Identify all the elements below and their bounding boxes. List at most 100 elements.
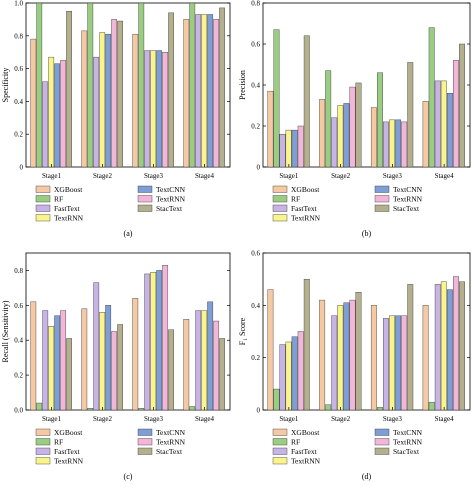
panel-caption: (b) xyxy=(362,229,372,238)
bar-xgboost-stage1 xyxy=(267,90,274,168)
bar-xgboost-stage4 xyxy=(422,305,429,411)
y-tick-label: 0.6 xyxy=(14,302,23,310)
bar-xgboost-stage4 xyxy=(422,101,429,168)
bar-rf-stage3 xyxy=(138,408,145,411)
x-tick-label: Stage2 xyxy=(331,172,351,180)
bar-textcnn-stage4 xyxy=(207,14,214,168)
bar-fasttext-stage3 xyxy=(383,121,389,168)
legend-swatch-textcnn xyxy=(374,428,390,436)
bar-xgboost-stage4 xyxy=(183,19,190,168)
legend-label-xgboost: XGBoost xyxy=(54,428,83,437)
legend-swatch-textrnn xyxy=(137,195,153,203)
bar-textrnn-stage2 xyxy=(349,299,356,411)
bar-stactext-stage1 xyxy=(66,338,73,411)
y-tick-label: 0.4 xyxy=(251,82,260,90)
x-tick-label: Stage1 xyxy=(279,172,299,180)
bar-textrnn-stage3 xyxy=(162,52,169,168)
bar-xgboost-stage2 xyxy=(319,299,326,411)
legend-label-textrnn: TextRNN xyxy=(291,457,321,466)
bar-textcnn-stage2 xyxy=(343,103,350,168)
y-tick-label: 0.6 xyxy=(251,41,260,49)
panel-caption: (c) xyxy=(124,472,133,481)
legend-swatch-xgboost xyxy=(272,185,288,193)
bar-stactext-stage1 xyxy=(66,10,73,168)
bar-rf-stage1 xyxy=(36,402,43,411)
y-tick-label: 0.8 xyxy=(14,267,23,275)
legend-swatch-stactext xyxy=(137,447,153,455)
x-tick-label: Stage4 xyxy=(195,415,215,423)
bar-textcnn-stage2 xyxy=(105,305,112,411)
bar-fasttext-stage4 xyxy=(434,80,441,168)
x-tick-label: Stage4 xyxy=(435,172,455,180)
legend-label-rf: RF xyxy=(291,438,300,447)
legend-swatch-xgboost xyxy=(35,428,51,436)
bar-stactext-stage2 xyxy=(355,82,362,168)
y-tick-label: 0 xyxy=(20,164,24,172)
legend-swatch-textrnn xyxy=(272,214,288,222)
legend-label-fasttext: FastText xyxy=(291,204,318,213)
legend-swatch-textrnn xyxy=(374,195,390,203)
bar-stactext-stage1 xyxy=(303,278,310,411)
bar-textrnn-stage3 xyxy=(401,315,408,411)
bar-xgboost-stage3 xyxy=(370,107,377,168)
bar-rf-stage2 xyxy=(87,2,94,168)
legend-label-stactext: StacText xyxy=(156,447,183,456)
bar-stactext-stage4 xyxy=(459,281,465,411)
panel-caption: (a) xyxy=(124,229,133,238)
bar-textrnn-stage1 xyxy=(285,129,292,168)
y-tick-label: 0.8 xyxy=(251,0,260,8)
bar-textrnn-stage4 xyxy=(201,14,208,168)
legend-swatch-textrnn xyxy=(35,214,51,222)
bar-textrnn-stage4 xyxy=(213,19,220,168)
legend-swatch-textrnn xyxy=(374,438,390,446)
bar-fasttext-stage3 xyxy=(144,273,151,411)
bar-xgboost-stage1 xyxy=(30,38,37,168)
y-axis-label: F1 Score xyxy=(238,317,249,345)
y-tick-label: 0.4 xyxy=(14,98,23,106)
bar-xgboost-stage2 xyxy=(81,30,88,168)
bar-textrnn-stage2 xyxy=(99,312,106,411)
legend-swatch-textrnn xyxy=(272,457,288,465)
bar-textcnn-stage1 xyxy=(291,336,298,411)
bar-fasttext-stage1 xyxy=(42,81,49,168)
bar-textcnn-stage1 xyxy=(54,315,61,411)
bar-stactext-stage2 xyxy=(355,292,362,411)
bar-textcnn-stage4 xyxy=(207,301,214,411)
legend-label-textcnn: TextCNN xyxy=(156,185,186,194)
bar-fasttext-stage4 xyxy=(195,14,202,168)
bar-textrnn-stage1 xyxy=(285,341,292,411)
bar-textrnn-stage1 xyxy=(48,56,55,168)
legend-swatch-stactext xyxy=(374,204,390,212)
y-axis-label: Precision xyxy=(238,70,247,100)
chart-panel-1: 0 0.2 0.4 0.6 0.8 1.0 Specificity Stage1 Stage2 S… xyxy=(1,0,231,238)
y-tick-label: 0.6 xyxy=(14,65,23,73)
x-tick-label: Stage1 xyxy=(42,415,62,423)
bar-stactext-stage4 xyxy=(219,7,226,168)
bar-rf-stage1 xyxy=(36,2,43,168)
bar-fasttext-stage4 xyxy=(434,284,441,411)
bar-stactext-stage3 xyxy=(168,329,175,411)
bar-textcnn-stage3 xyxy=(395,119,402,168)
bar-stactext-stage1 xyxy=(303,35,310,168)
y-tick-label: 0.2 xyxy=(14,372,23,380)
x-tick-label: Stage3 xyxy=(383,172,403,180)
bar-xgboost-stage1 xyxy=(267,289,274,411)
bar-rf-stage4 xyxy=(189,406,196,411)
legend-label-rf: RF xyxy=(291,195,300,204)
bar-textcnn-stage2 xyxy=(343,302,350,411)
bar-rf-stage4 xyxy=(428,401,435,411)
bar-stactext-stage2 xyxy=(117,324,124,411)
bar-rf-stage2 xyxy=(325,404,332,411)
bar-fasttext-stage3 xyxy=(383,318,389,411)
y-tick-label: 0 xyxy=(257,164,261,172)
x-tick-label: Stage2 xyxy=(93,172,113,180)
bar-xgboost-stage3 xyxy=(370,305,377,411)
bar-textrnn-stage3 xyxy=(150,271,157,411)
x-tick-label: Stage4 xyxy=(195,172,215,180)
y-tick-label: 0.2 xyxy=(251,354,260,362)
bar-textrnn-stage1 xyxy=(60,310,67,411)
bar-xgboost-stage2 xyxy=(319,99,326,168)
bar-rf-stage4 xyxy=(189,2,196,168)
legend-swatch-textcnn xyxy=(137,185,153,193)
x-tick-label: Stage3 xyxy=(383,415,403,423)
